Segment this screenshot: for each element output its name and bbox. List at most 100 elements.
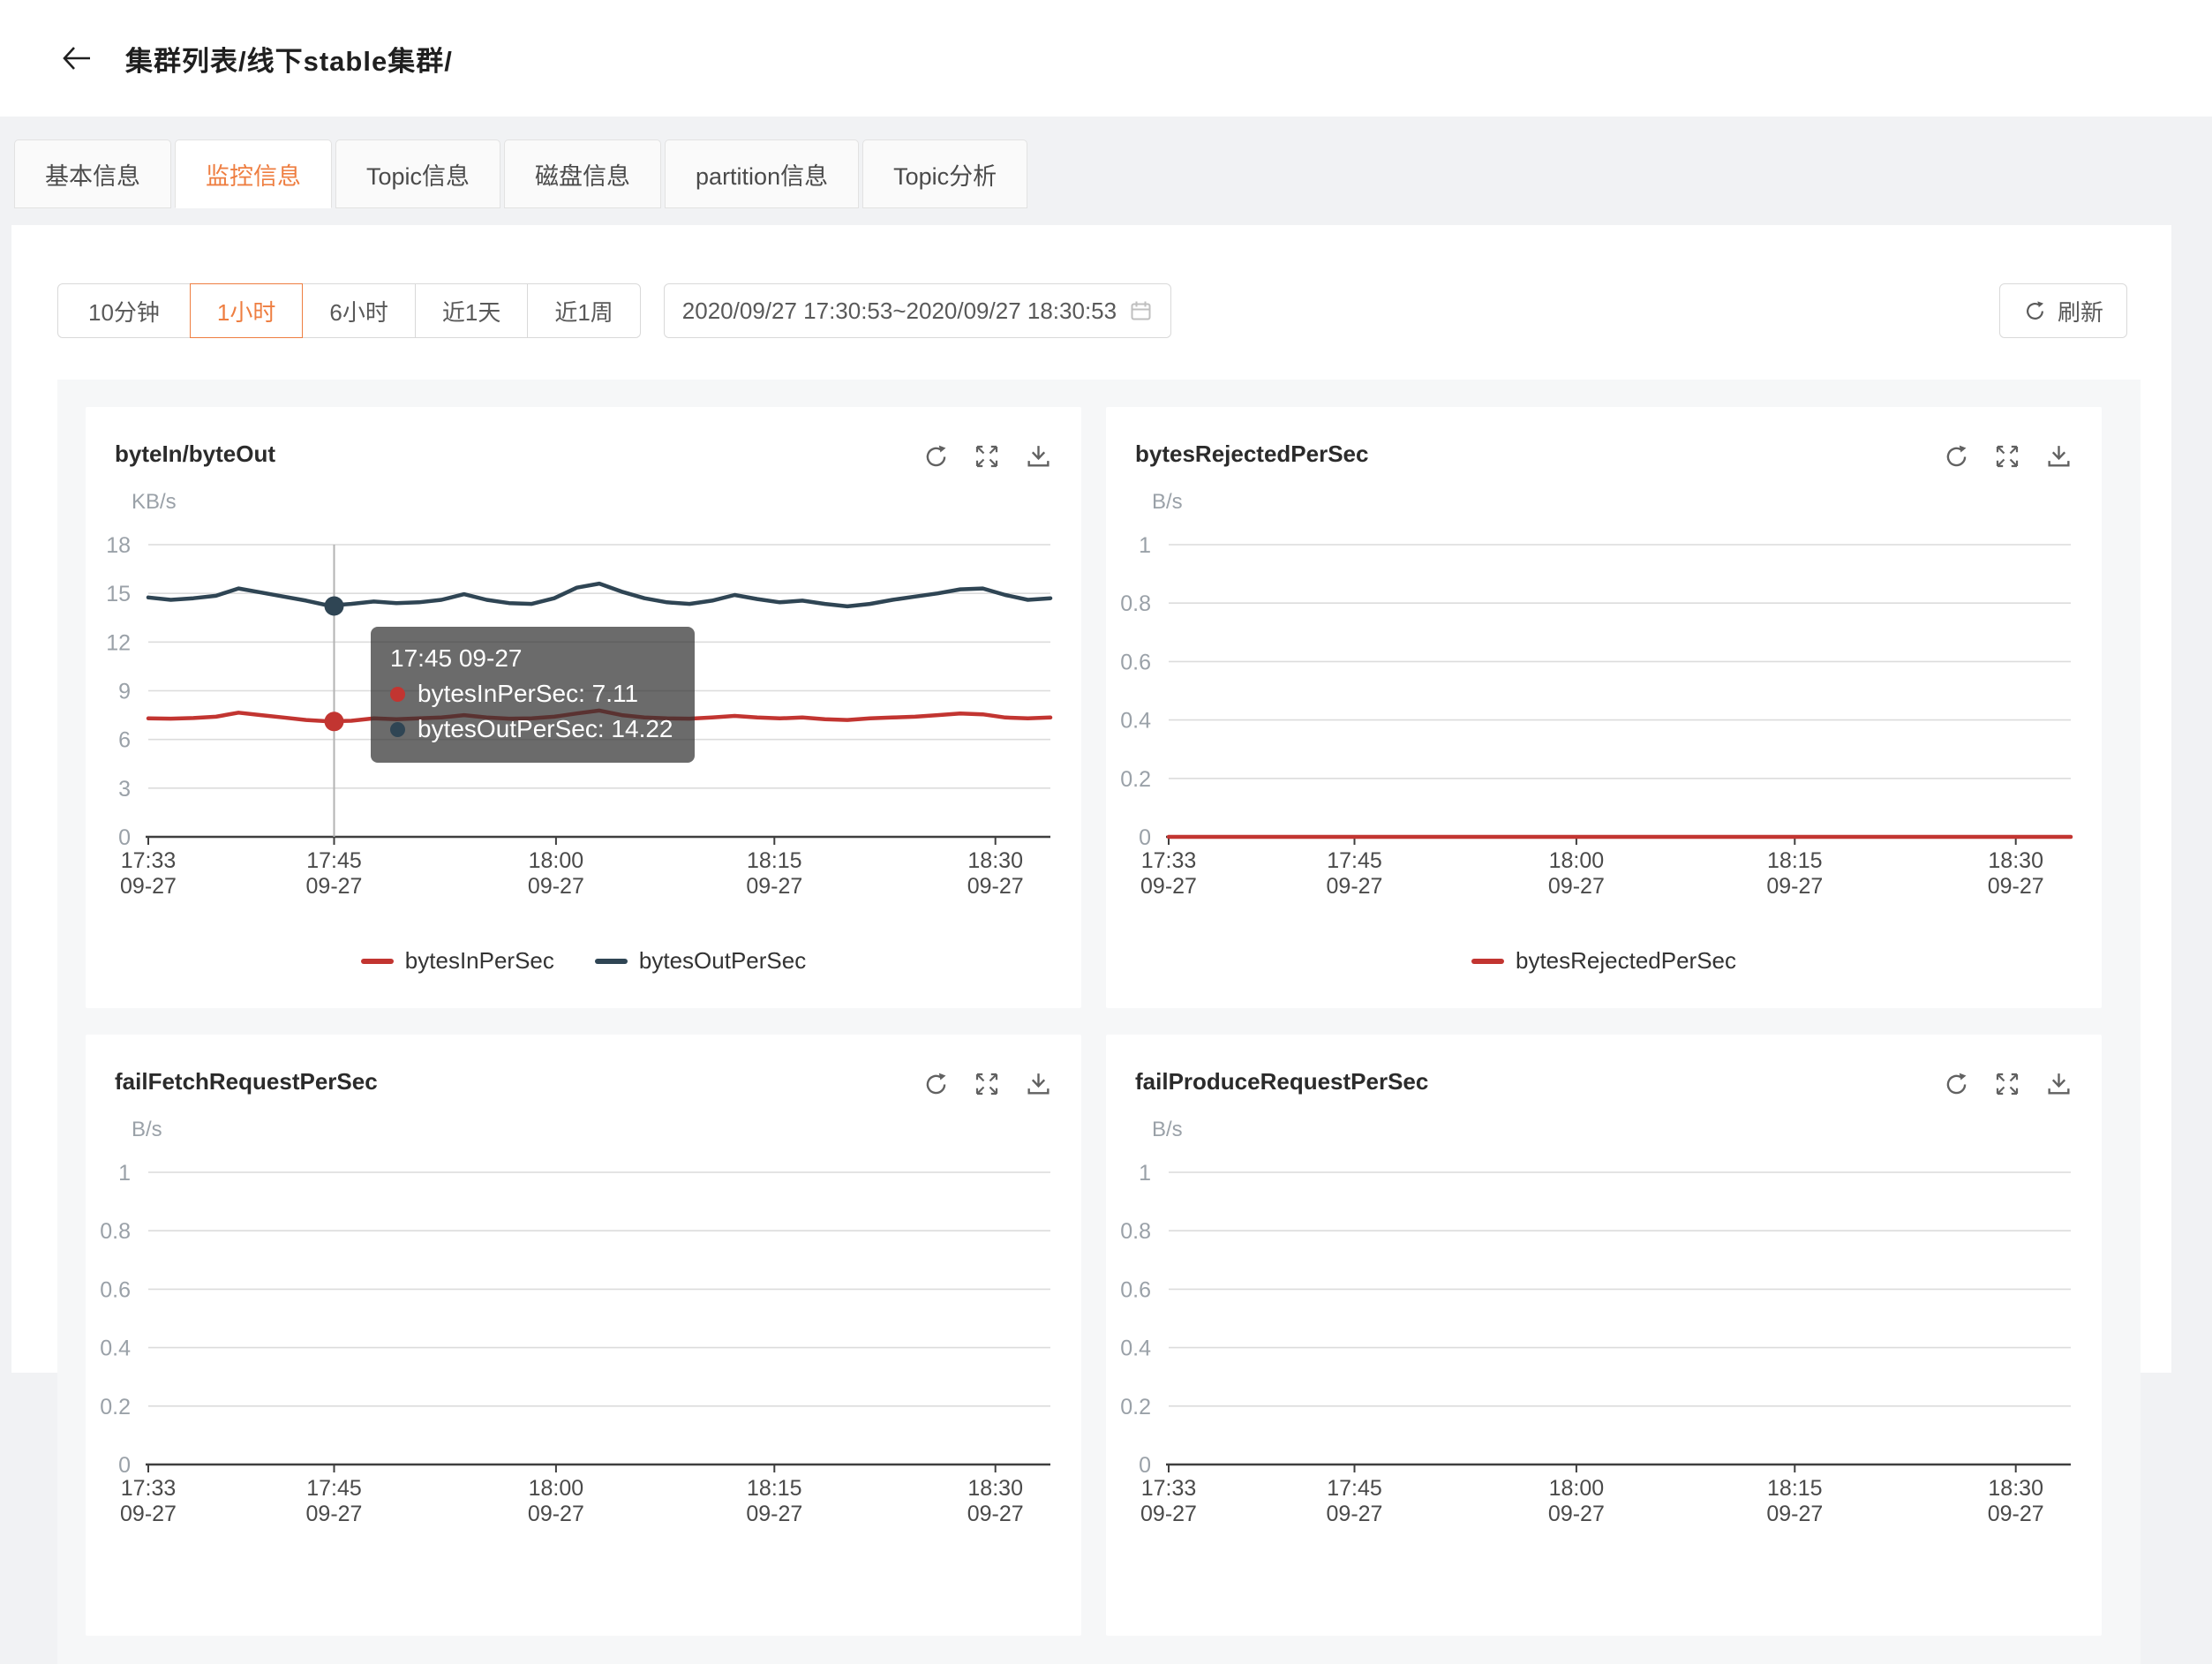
- svg-text:17:33: 17:33: [1141, 848, 1197, 873]
- tab-bar: 基本信息 监控信息 Topic信息 磁盘信息 partition信息 Topic分析: [14, 139, 1031, 208]
- svg-text:09-27: 09-27: [1327, 1502, 1383, 1526]
- svg-text:17:33: 17:33: [121, 1476, 177, 1501]
- back-arrow-icon[interactable]: [60, 44, 94, 72]
- chart-plot-area[interactable]: 0 3 6 9 12 15 18 17:33 09-27 17:45 09-27 18:00 09-27…: [86, 522, 1081, 915]
- svg-text:09-27: 09-27: [120, 874, 177, 899]
- legend-item-bytesRejectedPerSec[interactable]: bytesRejectedPerSec: [1471, 947, 1736, 975]
- chart-canvas[interactable]: 00.20.40.60.8117:3309-2717:4509-2718:000…: [86, 1149, 1081, 1542]
- date-range-picker[interactable]: 2020/09/27 17:30:53~2020/09/27 18:30:53: [663, 283, 1172, 338]
- chart-title: bytesRejectedPerSec: [1135, 440, 1369, 467]
- range-button-1week[interactable]: 近1周: [527, 283, 641, 338]
- chart-card-failFetchRequestPerSec: failFetchRequestPerSec B/s 0 0.2 0.4 0.6 0.8 1 1…: [86, 1035, 1081, 1636]
- svg-text:09-27: 09-27: [120, 1502, 177, 1526]
- svg-text:09-27: 09-27: [1548, 874, 1605, 899]
- svg-text:09-27: 09-27: [746, 1502, 802, 1526]
- svg-text:09-27: 09-27: [1988, 874, 2044, 899]
- chart-plot-area[interactable]: 0 0.2 0.4 0.6 0.8 1 17:33 09-27 17:45 09-27 18:00 0…: [1106, 522, 2102, 915]
- refresh-button[interactable]: 刷新: [1998, 283, 2127, 338]
- svg-text:0.4: 0.4: [100, 1336, 131, 1361]
- svg-text:09-27: 09-27: [967, 874, 1024, 899]
- legend-item-bytesOutPerSec[interactable]: bytesOutPerSec: [594, 947, 807, 975]
- svg-text:18:15: 18:15: [1767, 1476, 1823, 1501]
- svg-text:0.4: 0.4: [1120, 709, 1151, 734]
- legend-dash: [360, 958, 394, 964]
- legend-label: bytesOutPerSec: [638, 947, 807, 974]
- chart-actions: [922, 1070, 1052, 1098]
- svg-text:09-27: 09-27: [306, 874, 363, 899]
- legend-label: bytesInPerSec: [404, 947, 554, 974]
- expand-chart-icon[interactable]: [973, 1070, 1001, 1098]
- svg-text:9: 9: [118, 680, 131, 704]
- chart-title: byteIn/byteOut: [115, 440, 276, 467]
- svg-text:18:15: 18:15: [747, 1476, 802, 1501]
- range-button-6hour[interactable]: 6小时: [302, 283, 416, 338]
- svg-text:0.8: 0.8: [1120, 1219, 1151, 1244]
- svg-text:18:00: 18:00: [529, 848, 584, 873]
- svg-text:18:00: 18:00: [1549, 1476, 1605, 1501]
- y-axis-unit: B/s: [132, 1118, 162, 1141]
- y-axis-unit: KB/s: [132, 490, 177, 514]
- expand-chart-icon[interactable]: [1993, 442, 2021, 471]
- chart-legend: bytesRejectedPerSec: [1106, 947, 2102, 975]
- svg-text:18: 18: [106, 533, 131, 558]
- svg-text:1: 1: [118, 1161, 131, 1186]
- tab-topic-info[interactable]: Topic信息: [335, 139, 501, 208]
- legend-item-bytesInPerSec[interactable]: bytesInPerSec: [360, 947, 554, 975]
- svg-text:18:00: 18:00: [1549, 848, 1605, 873]
- range-button-10min[interactable]: 10分钟: [57, 283, 191, 338]
- tab-monitor-info[interactable]: 监控信息: [175, 139, 332, 208]
- date-range-value: 2020/09/27 17:30:53~2020/09/27 18:30:53: [681, 297, 1117, 324]
- chart-card-bytesRejectedPerSec: bytesRejectedPerSec B/s 0 0.2 0.4 0.6 0.8 1 17:3…: [1106, 407, 2102, 1008]
- svg-text:6: 6: [118, 728, 131, 753]
- svg-text:09-27: 09-27: [967, 1502, 1024, 1526]
- tab-disk-info[interactable]: 磁盘信息: [504, 139, 662, 208]
- chart-plot-area[interactable]: 0 0.2 0.4 0.6 0.8 1 17:33 09-27 17:45 09-27 18:00 0…: [86, 1149, 1081, 1542]
- expand-chart-icon[interactable]: [1993, 1070, 2021, 1098]
- range-button-1day[interactable]: 近1天: [414, 283, 529, 338]
- svg-text:0.6: 0.6: [1120, 1277, 1151, 1302]
- download-chart-icon[interactable]: [2044, 1070, 2073, 1098]
- download-chart-icon[interactable]: [1024, 1070, 1052, 1098]
- reload-chart-icon[interactable]: [1942, 442, 1970, 471]
- chart-card-failProduceRequestPerSec: failProduceRequestPerSec B/s 0 0.2 0.4 0.6 0.8…: [1106, 1035, 2102, 1636]
- chart-canvas[interactable]: 036912151817:3309-2717:4509-2718:0009-27…: [86, 522, 1081, 915]
- chart-canvas[interactable]: 00.20.40.60.8117:3309-2717:4509-2718:000…: [1106, 522, 2102, 915]
- legend-dash: [594, 958, 628, 964]
- tab-topic-analysis[interactable]: Topic分析: [862, 139, 1028, 208]
- chart-actions: [1942, 1070, 2073, 1098]
- reload-chart-icon[interactable]: [1942, 1070, 1970, 1098]
- y-axis-unit: B/s: [1152, 1118, 1183, 1141]
- svg-text:3: 3: [118, 777, 131, 802]
- svg-text:17:45: 17:45: [306, 848, 362, 873]
- breadcrumb: 集群列表/线下stable集群/: [125, 45, 453, 77]
- svg-text:09-27: 09-27: [1766, 874, 1823, 899]
- svg-text:0.2: 0.2: [100, 1395, 131, 1419]
- chart-card-byteIn/byteOut: byteIn/byteOut KB/s 0 3 6 9 12 15 18 17:33 09-27 17…: [86, 407, 1081, 1008]
- svg-text:18:15: 18:15: [747, 848, 802, 873]
- svg-text:0.6: 0.6: [100, 1277, 131, 1302]
- tab-partition-info[interactable]: partition信息: [665, 139, 860, 208]
- svg-text:0: 0: [1139, 825, 1151, 850]
- reload-chart-icon[interactable]: [922, 442, 950, 471]
- reload-chart-icon[interactable]: [922, 1070, 950, 1098]
- svg-text:18:30: 18:30: [1988, 848, 2043, 873]
- svg-text:0: 0: [118, 1453, 131, 1478]
- legend-dash: [1471, 958, 1504, 964]
- svg-text:09-27: 09-27: [1548, 1502, 1605, 1526]
- chart-plot-area[interactable]: 0 0.2 0.4 0.6 0.8 1 17:33 09-27 17:45 09-27 18:00 0…: [1106, 1149, 2102, 1542]
- svg-text:18:00: 18:00: [529, 1476, 584, 1501]
- time-range-group: 10分钟 1小时 6小时 近1天 近1周: [57, 283, 641, 338]
- expand-chart-icon[interactable]: [973, 442, 1001, 471]
- download-chart-icon[interactable]: [1024, 442, 1052, 471]
- download-chart-icon[interactable]: [2044, 442, 2073, 471]
- range-button-1hour[interactable]: 1小时: [189, 283, 304, 338]
- svg-text:1: 1: [1139, 533, 1151, 558]
- chart-canvas[interactable]: 00.20.40.60.8117:3309-2717:4509-2718:000…: [1106, 1149, 2102, 1542]
- chart-toolbar: 10分钟 1小时 6小时 近1天 近1周 2020/09/27 17:30:53~202…: [57, 282, 2127, 339]
- svg-text:18:30: 18:30: [967, 848, 1023, 873]
- svg-text:18:15: 18:15: [1767, 848, 1823, 873]
- svg-text:09-27: 09-27: [1766, 1502, 1823, 1526]
- svg-text:0.8: 0.8: [1120, 591, 1151, 616]
- chart-actions: [1942, 442, 2073, 471]
- tab-basic-info[interactable]: 基本信息: [14, 139, 171, 208]
